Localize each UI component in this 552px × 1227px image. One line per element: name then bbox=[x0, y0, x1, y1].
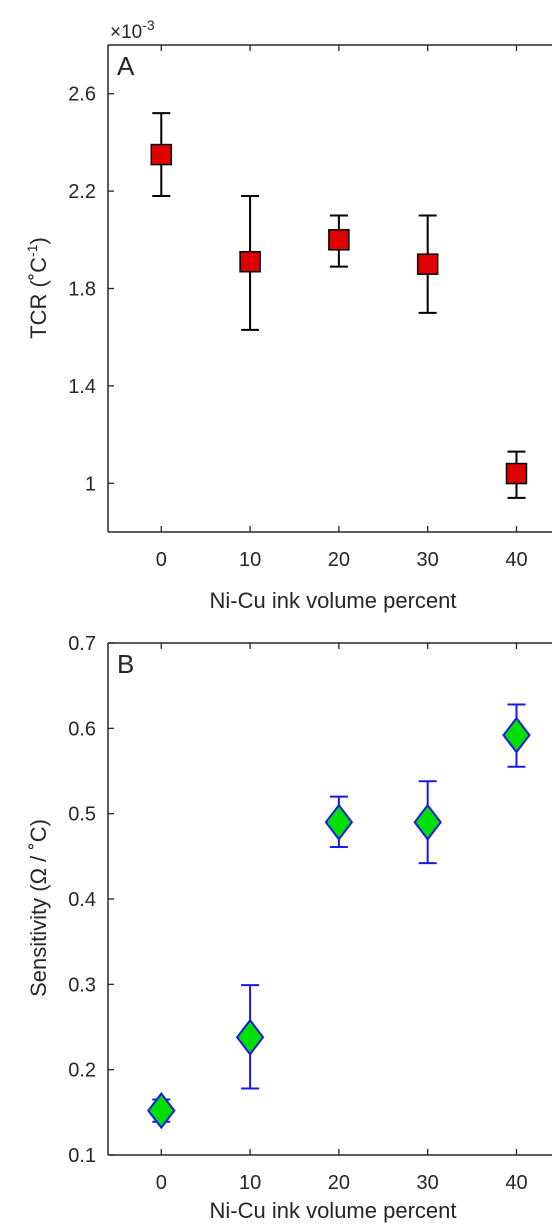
panel-b-y-tick-label: 0.6 bbox=[68, 718, 96, 740]
panel-b-label: B bbox=[117, 649, 134, 679]
panel-b-x-tick-label: 10 bbox=[239, 1172, 261, 1194]
panel-a-y-tick-label: 2.2 bbox=[68, 181, 96, 203]
panel-b-y-tick-label: 0.5 bbox=[68, 804, 96, 826]
panel-a-data-point bbox=[416, 253, 439, 275]
panel-b-x-axis-label: Ni-Cu ink volume percent bbox=[210, 1198, 457, 1223]
panel-a-y-tick-label: 1 bbox=[85, 473, 96, 495]
panel-a-x-tick-label: 20 bbox=[328, 549, 350, 571]
panel-b-y-tick-label: 0.4 bbox=[68, 889, 96, 911]
panel-b-data-point bbox=[413, 803, 442, 841]
panel-a-data-point bbox=[150, 143, 173, 166]
panel-b: 0 10 20 30 40 0.1 0.2 0.3 0.4 0.5 0.6 0.7 B Sensiti… bbox=[26, 633, 552, 1223]
panel-a-x-tick-label: 40 bbox=[505, 549, 527, 571]
panel-b-y-axis-label: Sensitivity (Ω / ˚C) bbox=[26, 819, 51, 997]
panel-b-x-tick-label: 40 bbox=[505, 1172, 527, 1194]
panel-b-data-point bbox=[324, 803, 354, 841]
panel-b-y-tick-label: 0.3 bbox=[68, 974, 96, 996]
panel-b-x-tick-label: 0 bbox=[156, 1172, 167, 1194]
panel-a-y-tick-label: 2.6 bbox=[68, 84, 96, 106]
panel-b-y-tick-label: 0.2 bbox=[68, 1060, 96, 1082]
panel-b-x-tick-label: 20 bbox=[328, 1172, 350, 1194]
panel-a-y-tick-label: 1.4 bbox=[68, 376, 96, 398]
panel-a-y-multiplier: ×10-3 bbox=[110, 17, 155, 43]
panel-a-y-tick-label: 1.8 bbox=[68, 279, 96, 301]
panel-a-data-point bbox=[505, 462, 528, 485]
panel-a-x-tick-label: 10 bbox=[239, 549, 261, 571]
panel-a-plot-area: 0 10 20 30 40 1 1.4 1.8 2.2 2.6 bbox=[68, 44, 552, 571]
panel-b-data-point bbox=[147, 1091, 176, 1130]
panel-a-data-point bbox=[328, 229, 350, 251]
panel-b-x-tick-label: 30 bbox=[417, 1172, 439, 1194]
panel-a-data-point bbox=[239, 250, 261, 273]
panel-b-data-point bbox=[502, 716, 531, 754]
panel-a-x-tick-label: 30 bbox=[417, 549, 439, 571]
panel-a-x-tick-label: 0 bbox=[156, 549, 167, 571]
panel-a-label: A bbox=[117, 51, 135, 81]
panel-a: 0 10 20 30 40 1 1.4 1.8 2.2 2.6 A ×10-3 TCR (˚C-1… bbox=[24, 17, 552, 613]
panel-b-plot-area: 0 10 20 30 40 0.1 0.2 0.3 0.4 0.5 0.6 0.7 bbox=[68, 633, 552, 1194]
panel-b-y-tick-label: 0.1 bbox=[68, 1145, 96, 1167]
panel-a-x-axis-label: Ni-Cu ink volume percent bbox=[210, 588, 457, 613]
panel-a-y-axis-label: TCR (˚C-1) bbox=[24, 237, 51, 339]
panel-b-data-point bbox=[235, 1018, 265, 1056]
panel-b-y-tick-label: 0.7 bbox=[68, 633, 96, 655]
